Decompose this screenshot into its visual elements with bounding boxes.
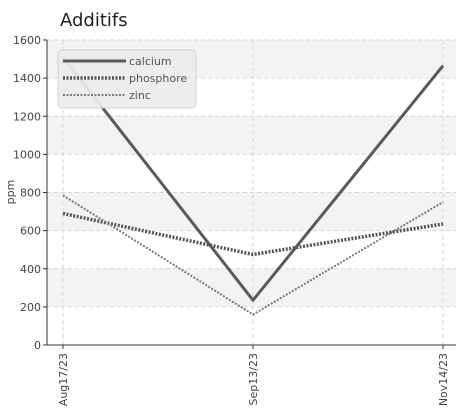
legend-label-phosphore: phosphore	[129, 72, 187, 85]
y-tick-label: 400	[20, 263, 41, 276]
x-tick-label: Nov14/23	[437, 353, 450, 406]
grid-band	[47, 116, 456, 155]
series-line-phosphore	[62, 211, 444, 257]
y-tick-label: 600	[20, 225, 41, 238]
x-tick-label: Sep13/23	[247, 353, 260, 405]
y-tick-label: 1400	[13, 72, 41, 85]
x-axis-ticks: Aug17/23 Sep13/23 Nov14/23	[57, 345, 450, 406]
chart-title: Additifs	[60, 10, 128, 31]
y-tick-label: 1200	[13, 110, 41, 123]
legend-label-zinc: zinc	[129, 89, 151, 102]
series-lines	[61, 56, 445, 316]
series-line-calcium	[61, 56, 445, 302]
grid-band	[47, 268, 456, 307]
y-axis-label: ppm	[4, 180, 17, 205]
y-tick-label: 800	[20, 187, 41, 200]
y-tick-label: 0	[34, 339, 41, 352]
y-tick-label: 200	[20, 301, 41, 314]
y-tick-label: 1600	[13, 34, 41, 47]
legend-label-calcium: calcium	[129, 55, 172, 68]
x-tick-label: Aug17/23	[57, 353, 70, 406]
y-axis-ticks: 0 200 400 600 800 1000 1200 1400 1600	[13, 34, 47, 352]
legend: calcium phosphore zinc	[57, 49, 197, 109]
legend-box	[57, 49, 197, 109]
series-line-zinc	[62, 194, 444, 316]
y-tick-label: 1000	[13, 148, 41, 161]
